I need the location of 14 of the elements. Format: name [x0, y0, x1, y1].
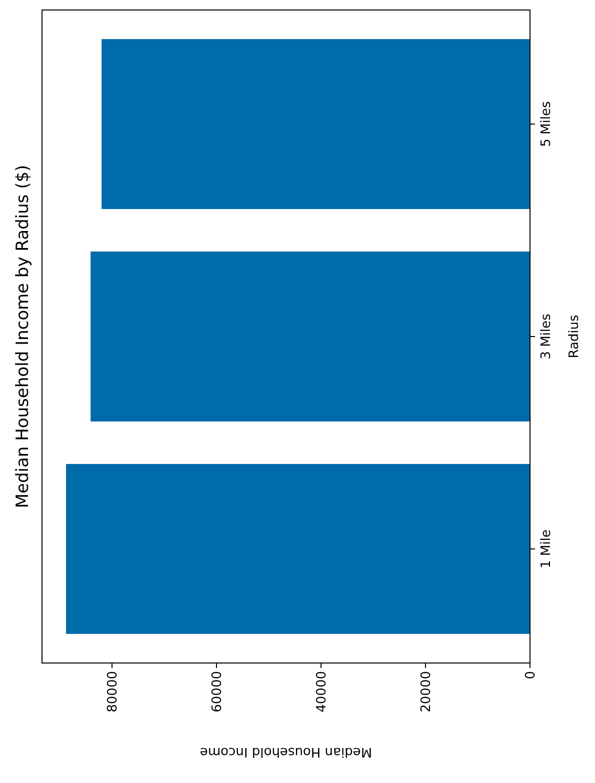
y-tick-label: 1 Mile: [539, 530, 554, 568]
bar: [66, 464, 530, 634]
text: Median Household Income by Radius ($): [13, 164, 33, 508]
y-axis-title: Radius: [567, 314, 582, 358]
y-tick-label: 3 Miles: [539, 313, 554, 360]
x-tick-label: 80000: [106, 671, 121, 712]
x-tick-label: 40000: [314, 671, 330, 712]
x-axis-title: Median Household Income: [200, 744, 372, 759]
bar: [102, 39, 530, 210]
x-tick-label: 0: [524, 671, 539, 680]
bar: [90, 252, 530, 422]
y-tick-label: 5 Miles: [539, 101, 554, 147]
x-tick-label: 60000: [210, 671, 226, 712]
x-tick-label: 20000: [419, 671, 434, 712]
